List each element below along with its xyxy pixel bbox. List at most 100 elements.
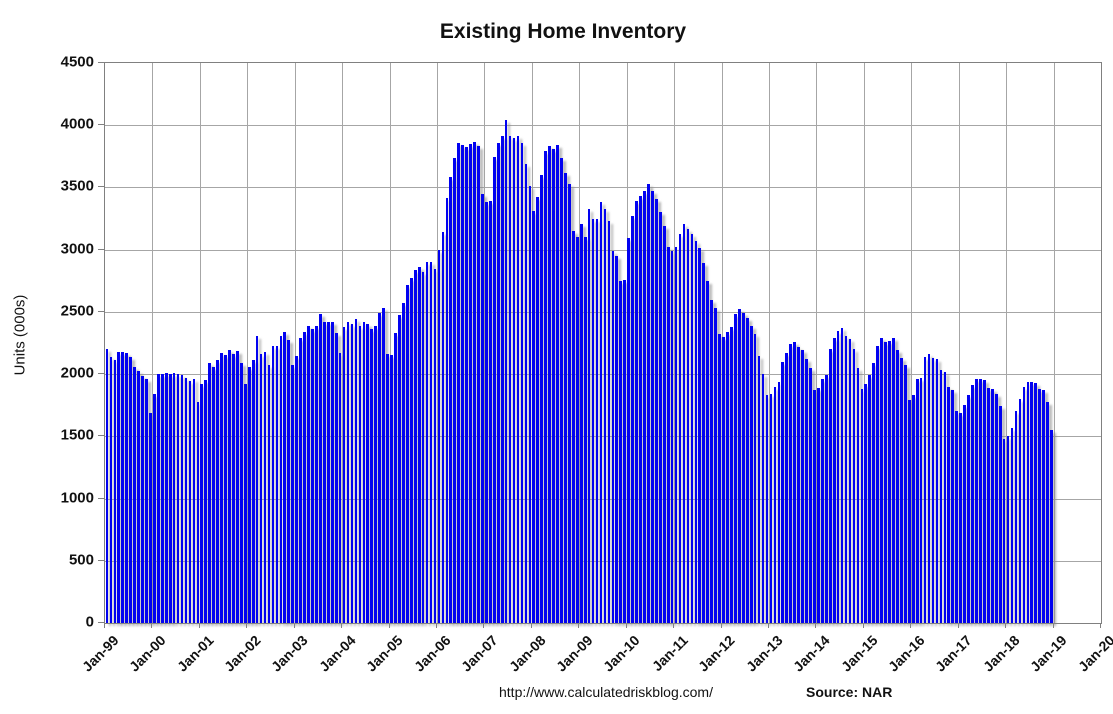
inventory-bar bbox=[453, 158, 457, 623]
x-gridline bbox=[1006, 63, 1008, 623]
inventory-bar bbox=[145, 379, 148, 623]
inventory-bar bbox=[326, 321, 330, 623]
inventory-bar bbox=[299, 338, 302, 623]
footer-url: http://www.calculatedriskblog.com/ bbox=[499, 684, 713, 700]
inventory-bar bbox=[971, 385, 974, 623]
inventory-bar bbox=[631, 216, 634, 623]
y-tick-label: 4500 bbox=[60, 53, 94, 71]
inventory-bar bbox=[188, 380, 192, 623]
inventory-bar bbox=[243, 384, 247, 623]
x-gridline bbox=[721, 63, 723, 623]
inventory-bar bbox=[247, 366, 251, 623]
x-gridline bbox=[247, 63, 249, 623]
inventory-bar bbox=[291, 364, 295, 623]
inventory-bar bbox=[813, 390, 816, 623]
plot-area bbox=[104, 62, 1102, 624]
inventory-bar bbox=[579, 223, 583, 623]
y-tick-mark bbox=[98, 622, 104, 623]
inventory-bar bbox=[662, 226, 666, 623]
x-tick-label: Jan-12 bbox=[695, 632, 738, 675]
y-tick-label: 3500 bbox=[60, 177, 94, 195]
inventory-bar bbox=[516, 135, 520, 623]
y-tick-label: 1500 bbox=[60, 426, 94, 444]
x-tick-label: Jan-01 bbox=[173, 632, 217, 675]
inventory-bar bbox=[1042, 390, 1045, 623]
inventory-bar bbox=[832, 338, 836, 623]
inventory-bar bbox=[477, 145, 480, 623]
inventory-bar bbox=[560, 157, 563, 623]
inventory-bar bbox=[283, 332, 287, 623]
inventory-bar bbox=[627, 237, 630, 623]
inventory-bar bbox=[417, 267, 421, 623]
inventory-bar bbox=[737, 309, 741, 623]
inventory-bar bbox=[220, 352, 223, 623]
inventory-bar bbox=[552, 148, 555, 623]
x-tick-mark bbox=[815, 623, 817, 628]
inventory-bar bbox=[686, 229, 690, 623]
inventory-bar bbox=[354, 319, 358, 623]
x-tick-label: Jan-05 bbox=[363, 632, 406, 675]
x-tick-mark bbox=[341, 623, 343, 628]
inventory-bar bbox=[492, 156, 496, 623]
inventory-bar bbox=[761, 374, 765, 623]
y-tick-mark bbox=[98, 497, 104, 499]
x-tick-mark bbox=[625, 623, 627, 628]
inventory-bar bbox=[267, 364, 271, 623]
inventory-bar bbox=[117, 352, 121, 623]
inventory-bar bbox=[488, 201, 492, 623]
inventory-bar bbox=[639, 196, 642, 623]
y-gridline bbox=[105, 187, 1101, 189]
x-gridline bbox=[579, 63, 581, 623]
inventory-bar bbox=[500, 136, 504, 623]
inventory-bar bbox=[524, 163, 528, 623]
inventory-bar bbox=[611, 250, 615, 623]
x-tick-label: Jan-17 bbox=[932, 632, 976, 675]
footer-source: Source: NAR bbox=[806, 684, 893, 700]
inventory-bar bbox=[864, 384, 868, 623]
inventory-bar bbox=[279, 336, 283, 623]
inventory-bar bbox=[730, 327, 733, 623]
inventory-bar bbox=[196, 401, 200, 623]
x-gridline bbox=[769, 63, 770, 623]
inventory-bar bbox=[200, 384, 204, 623]
inventory-bar bbox=[848, 339, 852, 623]
inventory-bar bbox=[528, 186, 532, 623]
inventory-bar bbox=[951, 390, 955, 623]
inventory-bar bbox=[271, 345, 275, 623]
inventory-bar bbox=[635, 200, 638, 623]
inventory-bar bbox=[113, 360, 117, 623]
y-tick-label: 1000 bbox=[60, 489, 94, 507]
x-tick-mark bbox=[436, 623, 437, 628]
y-gridline bbox=[105, 560, 1101, 562]
inventory-bar bbox=[176, 374, 180, 623]
inventory-bar bbox=[133, 366, 136, 623]
x-tick-label: Jan-08 bbox=[505, 632, 549, 675]
inventory-bar bbox=[208, 362, 212, 623]
x-tick-mark bbox=[1005, 623, 1007, 628]
inventory-bar bbox=[228, 350, 231, 623]
inventory-bar bbox=[164, 372, 168, 623]
inventory-bar bbox=[860, 389, 864, 623]
inventory-bar bbox=[595, 219, 599, 623]
inventory-bar bbox=[820, 379, 824, 623]
x-tick-mark bbox=[104, 623, 105, 628]
inventory-bar bbox=[168, 373, 172, 623]
inventory-bar bbox=[1030, 381, 1034, 623]
inventory-bar bbox=[105, 349, 109, 623]
inventory-bar bbox=[706, 280, 710, 623]
inventory-bar bbox=[141, 375, 144, 623]
inventory-bar bbox=[888, 340, 891, 623]
x-tick-mark bbox=[768, 623, 769, 628]
x-tick-label: Jan-99 bbox=[78, 632, 122, 675]
inventory-bar bbox=[765, 394, 769, 623]
inventory-bar bbox=[295, 356, 298, 623]
inventory-bar bbox=[836, 330, 840, 623]
inventory-bar bbox=[287, 339, 291, 623]
x-tick-label: Jan-04 bbox=[315, 632, 359, 675]
inventory-bar bbox=[481, 193, 484, 623]
y-gridline bbox=[105, 125, 1101, 127]
y-tick-label: 3000 bbox=[60, 240, 94, 258]
inventory-bar bbox=[955, 411, 959, 623]
inventory-bar bbox=[793, 341, 796, 623]
inventory-bar bbox=[457, 142, 461, 623]
